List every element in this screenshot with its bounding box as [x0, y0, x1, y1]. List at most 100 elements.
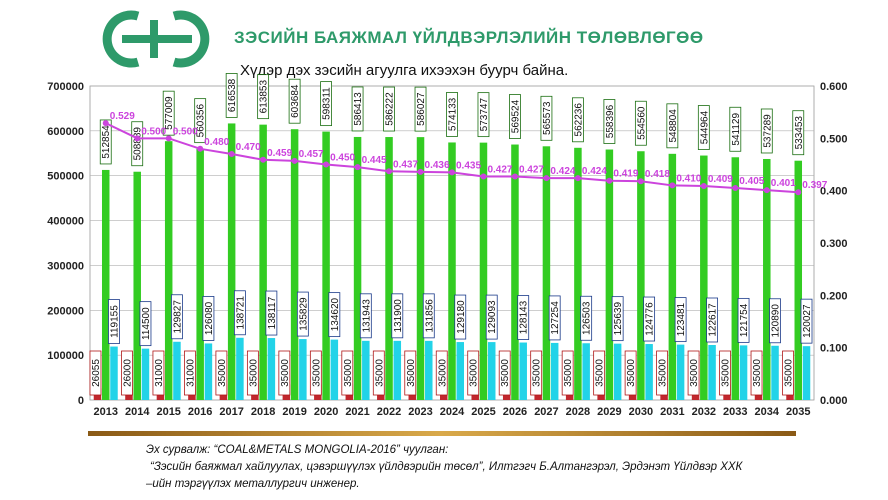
bar	[802, 346, 811, 400]
line-data-label: 0.419	[613, 169, 638, 180]
data-label-box	[498, 350, 511, 396]
line-point	[669, 182, 676, 189]
data-label: 562236	[572, 97, 584, 143]
data-label-box	[225, 73, 238, 118]
data-label-box	[265, 290, 278, 336]
bar	[519, 342, 527, 400]
bar	[101, 169, 110, 400]
data-label: 35000	[593, 350, 606, 396]
bar	[676, 344, 685, 400]
data-label-box	[760, 108, 773, 154]
bar	[700, 155, 708, 400]
data-label: 35000	[624, 350, 637, 396]
line-point	[417, 168, 424, 175]
data-label-text: 124776	[645, 302, 656, 336]
data-label-box	[477, 92, 490, 138]
data-label: 129180	[454, 294, 467, 340]
data-label-box	[792, 110, 805, 156]
line-point	[511, 173, 518, 180]
data-label-box	[296, 291, 309, 337]
data-label-text: 562236	[573, 103, 584, 137]
data-label-text: 586413	[353, 92, 364, 126]
data-label: 560356	[194, 98, 207, 144]
data-label-text: 131856	[424, 299, 435, 333]
data-label-text: 616538	[227, 78, 238, 112]
bar	[487, 342, 496, 400]
data-label: 31000	[184, 350, 196, 396]
data-label-text: 35000	[248, 359, 259, 387]
data-label: 533453	[792, 110, 805, 156]
data-label-text: 35000	[532, 359, 543, 387]
bar	[259, 124, 267, 401]
y-tick-label: 500000	[47, 171, 84, 183]
data-label: 126503	[580, 295, 593, 341]
x-tick-label: 2020	[314, 406, 338, 418]
bar	[637, 151, 645, 400]
data-label-box	[561, 350, 574, 396]
bar	[605, 149, 614, 400]
data-label: 35000	[530, 350, 543, 396]
x-tick-label: 2027	[534, 406, 558, 418]
bar	[771, 345, 779, 400]
x-tick-label: 2030	[629, 406, 653, 418]
x-tick-label: 2015	[156, 406, 180, 418]
x-tick-label: 2018	[251, 406, 275, 418]
data-label-text: 554560	[636, 106, 647, 140]
data-label-text: 26055	[91, 359, 102, 387]
data-label-text: 129180	[456, 300, 467, 334]
x-tick-label: 2025	[471, 406, 495, 418]
data-label-box	[234, 290, 246, 336]
line-data-label: 0.500	[173, 126, 198, 137]
data-label-text: 537289	[762, 114, 773, 148]
data-label: 127254	[548, 295, 561, 341]
data-label-box	[467, 350, 480, 396]
data-label: 573747	[477, 92, 490, 138]
data-label-text: 548804	[668, 109, 679, 143]
bar	[550, 342, 559, 400]
source-line: Эх сурвалж: “COAL&METALS MONGOLIA-2016” …	[146, 444, 449, 456]
data-label-text: 558396	[605, 104, 616, 138]
data-label-box	[687, 350, 700, 396]
data-label-box	[485, 294, 498, 340]
x-tick-label: 2026	[503, 406, 527, 418]
bar	[731, 157, 740, 400]
data-label: 126080	[202, 296, 215, 341]
data-label: 35000	[341, 350, 354, 396]
data-label: 554560	[634, 100, 647, 146]
x-tick-label: 2021	[345, 406, 369, 418]
data-label-box	[624, 350, 637, 396]
data-label: 135829	[296, 291, 309, 337]
line-point	[763, 187, 770, 194]
x-tick-label: 2033	[723, 406, 747, 418]
data-label-text: 128143	[519, 300, 530, 334]
data-label: 134620	[328, 292, 341, 338]
data-label: 586413	[351, 86, 364, 132]
y-tick-label: 0	[78, 395, 84, 407]
line-point	[386, 168, 393, 175]
data-label-box	[611, 296, 624, 342]
data-label-text: 129093	[487, 300, 498, 334]
line-point	[291, 157, 298, 164]
data-label: 119155	[108, 299, 120, 344]
y-tick-label: 400000	[47, 216, 84, 228]
bar	[668, 153, 677, 400]
data-label-box	[719, 350, 731, 396]
bar	[739, 345, 748, 400]
data-label: 35000	[687, 350, 700, 396]
line-point	[480, 173, 487, 180]
data-label-text: 35000	[311, 359, 322, 387]
data-label-text: 35000	[563, 359, 574, 387]
data-label-box	[383, 86, 395, 132]
data-label: 586027	[414, 86, 427, 132]
line-data-label: 0.424	[550, 166, 575, 177]
data-label-box	[593, 350, 606, 396]
line-data-label: 0.397	[802, 180, 827, 191]
bar	[582, 343, 590, 400]
line-data-label: 0.457	[299, 149, 324, 160]
data-label-text: 125639	[613, 302, 624, 336]
data-label-box	[634, 100, 647, 146]
data-label: 35000	[372, 350, 385, 396]
data-label: 613853	[257, 74, 270, 120]
data-label-text: 121754	[739, 303, 750, 337]
line-data-label: 0.427	[519, 165, 544, 176]
